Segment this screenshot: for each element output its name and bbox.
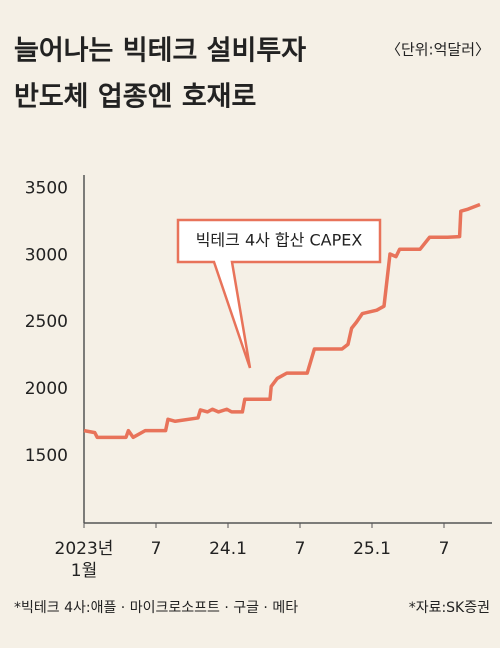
footnote: *빅테크 4사:애플 · 마이크로소프트 · 구글 · 메타 [14,600,298,616]
y-tick-label: 1500 [25,446,68,466]
chart-subtitle: 반도체 업종엔 호재로 [14,82,256,113]
annotation-box [176,218,382,369]
y-tick-label: 2500 [25,312,68,332]
x-tick-label: 7 [294,539,306,559]
y-tick-label: 2000 [25,379,68,399]
x-tick-label: 2023년 1월 [54,539,114,581]
x-tick-label: 7 [438,539,450,559]
y-tick-label: 3500 [25,178,68,198]
x-tick-label: 7 [150,539,162,559]
unit-note: 〈단위:억달러〉 [386,41,490,59]
x-tick-label: 24.1 [209,539,247,559]
data-line [83,202,481,440]
chart-title: 늘어나는 빅테크 설비투자 [14,36,306,67]
source: *자료:SK증권 [409,600,490,616]
y-tick-label: 3000 [25,245,68,265]
x-tick-label: 25.1 [353,539,391,559]
annotation: 빅테크 4사 합산 CAPEX [196,231,363,250]
plot: 1500 2000 2500 3000 3500 [25,178,481,528]
